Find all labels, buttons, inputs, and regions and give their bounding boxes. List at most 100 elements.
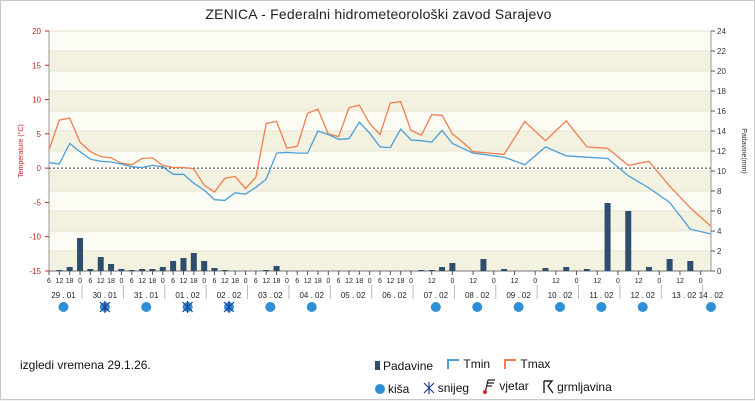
weather-rain-icon [513,302,524,312]
padavine-bar [108,264,115,271]
hour-tick-label: 0 [699,278,703,285]
hour-tick-label: 6 [378,278,382,285]
hour-tick-label: 0 [244,278,248,285]
date-label: 07 . 02 [424,291,449,300]
hour-tick-label: 0 [657,278,661,285]
padavine-bar [428,270,435,271]
hour-tick-label: 0 [368,278,372,285]
hour-tick-label: 12 [304,278,312,285]
weather-rain-icon [706,302,716,312]
hour-tick-label: 18 [231,278,239,285]
hour-tick-label: 18 [190,278,198,285]
legend-row-weather: kiša snijeg vjetar grmljavina [375,378,622,397]
hour-tick-label: 0 [616,278,620,285]
hour-tick-label: 0 [119,278,123,285]
date-label: 04 . 02 [299,291,324,300]
thunder-icon [543,380,554,394]
y-tick-label: -10 [29,233,41,242]
hour-tick-label: 18 [314,278,322,285]
hour-tick-label: 0 [492,278,496,285]
y-tick-label: 10 [32,96,41,105]
weather-snow-icon [223,301,235,313]
padavine-bar [211,268,218,271]
rain-dot-icon [375,384,385,394]
weather-rain-icon [596,302,607,312]
hour-tick-label: 18 [149,278,157,285]
date-label: 03 . 02 [258,291,283,300]
date-label: 29 . 01 [51,291,76,300]
hour-tick-label: 0 [409,278,413,285]
date-label: 08 . 02 [465,291,490,300]
plot-band [49,91,711,111]
date-label: 11 . 02 [589,291,613,300]
date-label: 13 . 02 [672,291,697,300]
y-tick-label: -5 [34,198,42,207]
y2-tick-label: 16 [717,107,726,116]
hour-tick-label: 12 [138,278,146,285]
padavine-bar [273,266,280,271]
legend-tmin-label: Tmin [463,357,491,371]
weather-rain-icon [306,302,317,312]
hour-tick-label: 0 [202,278,206,285]
date-label: 31 . 01 [134,291,159,300]
y2-tick-label: 12 [717,147,726,156]
hour-tick-label: 0 [575,278,579,285]
hour-tick-label: 6 [130,278,134,285]
hour-tick-label: 18 [66,278,74,285]
weather-rain-icon [554,302,565,312]
weather-snow-icon [99,301,111,313]
padavine-bar [180,258,187,271]
outlook-text: izgledi vremena 29.1.26. [20,358,151,372]
y2-tick-label: 14 [717,127,726,136]
hour-tick-label: 6 [295,278,299,285]
hour-tick-label: 12 [469,278,477,285]
hour-tick-label: 6 [254,278,258,285]
padavine-bar [201,261,208,271]
hour-tick-label: 18 [397,278,405,285]
padavine-bar [583,269,590,271]
date-label: 14 . 02 [699,291,724,300]
legend-wind: vjetar [482,378,529,394]
y2-tick-label: 6 [717,207,722,216]
legend-wind-label: vjetar [499,379,529,393]
padavine-bar [159,267,166,271]
weather-rain-icon [637,302,648,312]
hour-tick-label: 12 [593,278,601,285]
hour-tick-label: 12 [386,278,394,285]
date-label: 06 . 02 [382,291,407,300]
legend-padavine: Padavine [375,359,433,373]
y-axis-label: Temperature (°C) [17,124,25,178]
date-label: 30 . 01 [93,291,118,300]
hour-tick-label: 0 [450,278,454,285]
weather-rain-icon [430,302,441,312]
hour-tick-label: 6 [337,278,341,285]
padavine-bar [66,267,73,271]
hour-tick-label: 18 [355,278,363,285]
y2-tick-label: 24 [717,27,726,36]
hour-tick-label: 12 [635,278,643,285]
padavine-bar [542,268,549,271]
weather-rain-icon [472,302,483,312]
legend-rain: kiša [375,382,409,396]
y-tick-label: 15 [32,61,41,70]
padavine-bar [418,270,425,271]
y2-tick-label: 8 [717,187,722,196]
padavine-bar [97,257,104,271]
hour-tick-label: 12 [97,278,105,285]
y-tick-label: -15 [29,267,41,276]
hour-tick-label: 18 [273,278,281,285]
y-tick-label: 5 [37,130,42,139]
plot-band [49,51,711,71]
hour-tick-label: 12 [221,278,229,285]
padavine-bar [118,269,125,271]
hour-tick-label: 12 [511,278,519,285]
hour-tick-label: 12 [262,278,270,285]
hour-tick-label: 6 [213,278,217,285]
hour-tick-label: 6 [171,278,175,285]
date-label: 09 . 02 [506,291,531,300]
hour-tick-label: 0 [533,278,537,285]
weather-rain-icon [58,302,69,312]
plot-band [49,131,711,151]
legend-snow-label: snijeg [437,381,470,395]
tmin-line-icon [447,359,460,369]
